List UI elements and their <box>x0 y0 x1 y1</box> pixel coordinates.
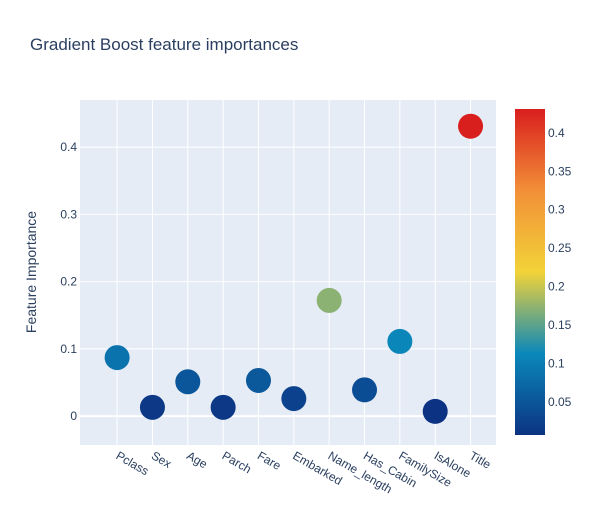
data-point[interactable] <box>422 398 448 424</box>
data-point[interactable] <box>210 394 236 420</box>
y-tick-label: 0.2 <box>60 275 77 289</box>
y-tick-label: 0.3 <box>60 207 77 221</box>
x-tick-label: Age <box>184 448 210 471</box>
plot-background <box>80 100 496 445</box>
data-point[interactable] <box>458 113 484 139</box>
colorbar-tick-label: 0.15 <box>548 318 572 332</box>
colorbar-tick-label: 0.4 <box>548 126 565 140</box>
colorbar-tick-label: 0.2 <box>548 280 565 294</box>
x-tick-label: Parch <box>220 448 254 476</box>
colorbar-tick-label: 0.1 <box>548 356 565 370</box>
colorbar: 0.05 0.1 0.15 0.2 0.25 0.3 0.35 0.4 <box>515 109 572 435</box>
y-tick-label: 0.4 <box>60 140 77 154</box>
data-point[interactable] <box>281 386 307 412</box>
data-point[interactable] <box>352 377 378 403</box>
colorbar-bar <box>515 109 545 435</box>
y-tick-label: 0.1 <box>60 342 77 356</box>
chart-title: Gradient Boost feature importances <box>30 35 298 54</box>
colorbar-tick-label: 0.25 <box>548 241 572 255</box>
x-tick-label: Pclass <box>114 448 152 478</box>
y-axis-label: Feature Importance <box>23 211 39 333</box>
data-point[interactable] <box>139 394 165 420</box>
colorbar-tick-label: 0.05 <box>548 395 572 409</box>
data-point[interactable] <box>316 287 342 313</box>
data-point[interactable] <box>104 345 130 371</box>
y-tick-label: 0 <box>70 409 77 423</box>
colorbar-tick-label: 0.35 <box>548 164 572 178</box>
data-point[interactable] <box>245 367 271 393</box>
colorbar-tick-label: 0.3 <box>548 203 565 217</box>
x-tick-label: Fare <box>255 448 284 473</box>
data-point[interactable] <box>175 369 201 395</box>
x-tick-label: Sex <box>149 448 174 470</box>
data-point[interactable] <box>387 328 413 354</box>
